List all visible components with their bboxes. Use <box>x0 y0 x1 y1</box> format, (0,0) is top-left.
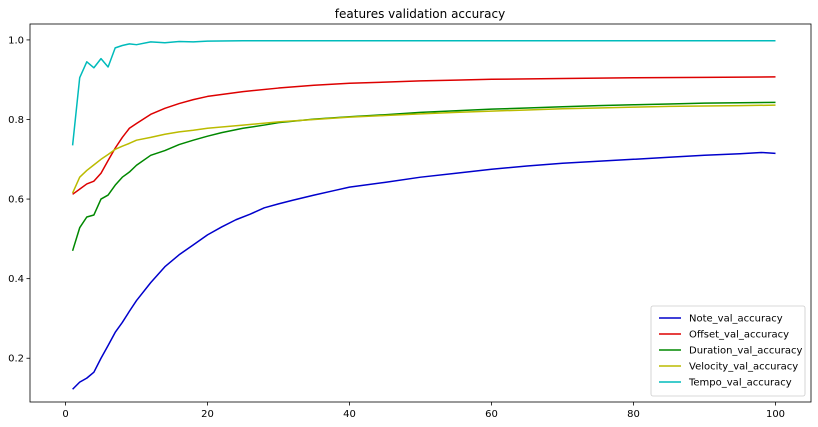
y-tick-label: 0.2 <box>8 354 24 365</box>
legend-box <box>650 305 806 397</box>
y-tick-label: 1.0 <box>8 35 24 46</box>
x-tick-label: 40 <box>343 409 356 420</box>
x-tick-label: 60 <box>485 409 498 420</box>
x-tick-label: 0 <box>62 409 68 420</box>
x-tick-label: 100 <box>766 409 785 420</box>
series-line-offset-val-accuracy <box>72 76 776 195</box>
series-line-note-val-accuracy <box>72 151 776 390</box>
legend-label-offset-val-accuracy: Offset_val_accuracy <box>689 330 789 341</box>
x-tick-label: 20 <box>201 409 214 420</box>
legend-label-tempo-val-accuracy: Tempo_val_accuracy <box>688 378 792 389</box>
x-tick-label: 80 <box>627 409 640 420</box>
y-tick-label: 0.6 <box>8 195 24 206</box>
series-line-tempo-val-accuracy <box>71 39 776 146</box>
plot-frame <box>29 23 812 403</box>
series-layer <box>71 39 776 390</box>
y-tick-label: 0.4 <box>8 274 24 285</box>
y-tick-label: 0.8 <box>8 115 24 126</box>
series-line-velocity-val-accuracy <box>71 104 776 194</box>
legend: Note_val_accuracy Offset_val_accuracy Dura… <box>650 305 806 397</box>
legend-label-duration-val-accuracy: Duration_val_accuracy <box>689 346 802 357</box>
chart-title: features validation accuracy <box>335 7 505 21</box>
legend-label-velocity-val-accuracy: Velocity_val_accuracy <box>689 362 798 373</box>
legend-label-note-val-accuracy: Note_val_accuracy <box>689 314 783 325</box>
axes: 0 20 40 60 80 100 0.2 0.4 0.6 0.8 1.0 <box>8 23 812 420</box>
series-line-duration-val-accuracy <box>71 101 776 252</box>
